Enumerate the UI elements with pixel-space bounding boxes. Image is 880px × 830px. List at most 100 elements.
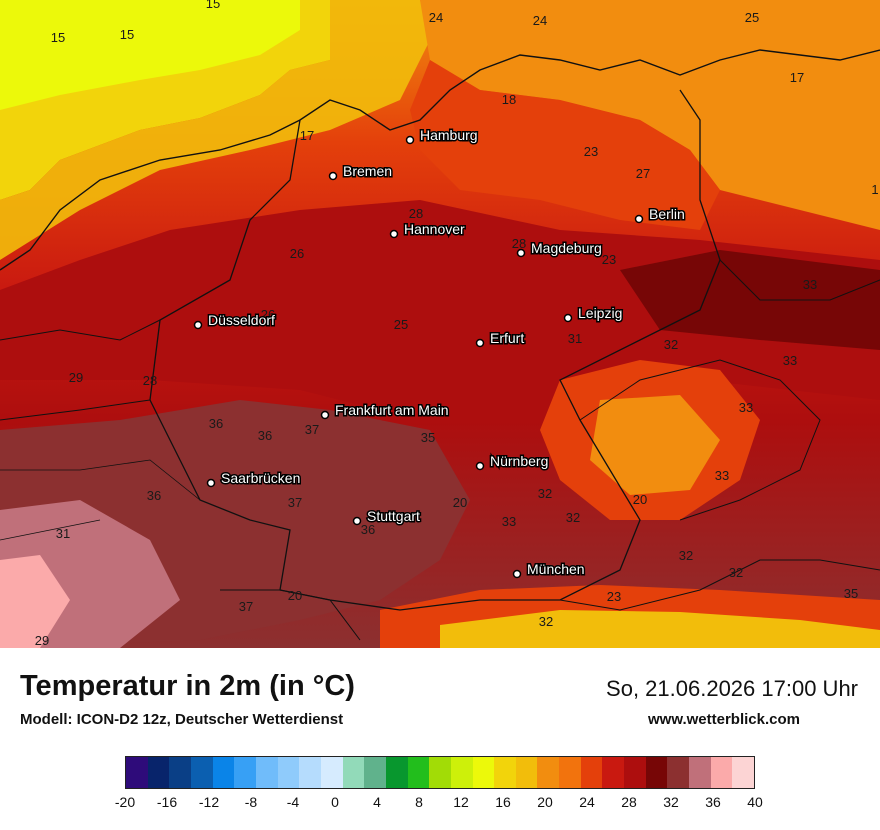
city-label: Frankfurt am Main: [335, 402, 449, 418]
color-scale-segment: [559, 757, 581, 788]
color-scale-tick-label: 32: [663, 794, 679, 810]
city-dot: [475, 338, 485, 348]
color-scale-segment: [429, 757, 451, 788]
border-austria: [559, 559, 880, 611]
isotherm-label: 17: [300, 128, 314, 143]
coastline-north-sea: [0, 49, 880, 271]
temperature-zone-east-hot: [620, 250, 880, 350]
color-scale-segment: [169, 757, 191, 788]
isotherm-label: 28: [512, 236, 526, 251]
color-scale-tick-label: 8: [415, 794, 423, 810]
isotherm-label: 33: [783, 353, 797, 368]
isotherm-label: 26: [261, 307, 275, 322]
city-label: Hannover: [404, 221, 465, 237]
isotherm-label: 31: [56, 526, 70, 541]
city-dot: [193, 320, 203, 330]
isotherm-label: 18: [502, 92, 516, 107]
color-scale-tick-label: -8: [244, 794, 258, 810]
temperature-zone-alps-peaks: [440, 610, 880, 648]
color-scale-tick-label: 0: [331, 794, 339, 810]
color-scale-segment: [472, 757, 495, 788]
color-scale-segment: [624, 757, 646, 788]
isotherm-labels: 15 15 15 24 24 25 17 18 23 17 27 28 28 26 23 26 25 33 31 32…: [35, 0, 879, 648]
city-label: Hamburg: [420, 127, 478, 143]
city-dot: [475, 461, 485, 471]
city-dot: [206, 478, 216, 488]
isotherm-label: 36: [258, 428, 272, 443]
website-link[interactable]: www.wetterblick.com: [648, 711, 800, 728]
isotherm-label: 36: [147, 488, 161, 503]
city-label: Erfurt: [490, 330, 524, 346]
city-markers: Hamburg Bremen Hannover Berlin Magdeburg Düss…: [193, 126, 686, 579]
color-scale-segment: [537, 757, 560, 788]
city-label: Nürnberg: [490, 453, 548, 469]
border-benelux: [0, 319, 161, 421]
border-czech: [579, 359, 821, 521]
map-title: Temperatur in 2m (in °C): [20, 670, 355, 702]
isotherm-label: 32: [679, 548, 693, 563]
color-scale-segment: [212, 757, 235, 788]
color-scale-segment: [342, 757, 365, 788]
color-scale-segment: [299, 757, 321, 788]
isotherm-label: 32: [538, 486, 552, 501]
isotherm-label: 26: [290, 246, 304, 261]
city-label: Berlin: [649, 206, 685, 222]
isotherm-label: 23: [602, 252, 616, 267]
color-scale-ticks: -20 -16 -12 -8 -4 0 4 8 12 16 20 24 28 32 36 40: [0, 794, 880, 816]
isotherm-label: 29: [69, 370, 83, 385]
isotherm-label: 32: [566, 510, 580, 525]
isotherm-label: 36: [209, 416, 223, 431]
isotherm-label: 27: [636, 166, 650, 181]
isotherm-label: 24: [533, 13, 547, 28]
color-scale-tick-label: 36: [705, 794, 721, 810]
city-dot: [320, 410, 330, 420]
color-scale-tick-label: -20: [114, 794, 136, 810]
isotherm-label: 23: [584, 144, 598, 159]
color-scale-segment: [255, 757, 278, 788]
city-label: Saarbrücken: [221, 470, 300, 486]
isotherm-label: 37: [288, 495, 302, 510]
color-scale-segment: [710, 757, 733, 788]
color-scale-tick-label: 40: [747, 794, 763, 810]
color-scale-segment: [732, 757, 755, 788]
border-france: [0, 459, 201, 541]
isotherm-label: 20: [288, 588, 302, 603]
color-scale-segment: [364, 757, 386, 788]
city-label: Stuttgart: [367, 508, 420, 524]
isotherm-label: 37: [239, 599, 253, 614]
city-dot: [352, 516, 362, 526]
map-footer: Temperatur in 2m (in °C) Modell: ICON-D2…: [0, 648, 880, 830]
isotherm-label: 15: [120, 27, 134, 42]
color-scale-segment: [515, 757, 538, 788]
city-label: Bremen: [343, 163, 392, 179]
city-dot: [563, 313, 573, 323]
isotherm-label: 33: [715, 468, 729, 483]
isotherm-label: 25: [745, 10, 759, 25]
isotherm-label: 35: [421, 430, 435, 445]
color-scale-segment: [450, 757, 473, 788]
color-scale-segment: [190, 757, 213, 788]
color-scale-segment: [126, 757, 148, 788]
city-label: Leipzig: [578, 305, 622, 321]
color-scale-segment: [689, 757, 711, 788]
color-scale-segment: [667, 757, 690, 788]
isotherm-label: 29: [35, 633, 49, 648]
color-scale-segment: [234, 757, 256, 788]
color-scale-segment: [277, 757, 300, 788]
isotherm-label: 33: [803, 277, 817, 292]
border-switzerland: [220, 589, 361, 641]
city-dot: [328, 171, 338, 181]
color-scale-tick-label: -16: [156, 794, 178, 810]
isotherm-label: 31: [568, 331, 582, 346]
forecast-datetime: So, 21.06.2026 17:00 Uhr: [606, 676, 858, 701]
color-scale-segment: [602, 757, 625, 788]
color-scale-tick-label: 20: [537, 794, 553, 810]
isotherm-label: 33: [739, 400, 753, 415]
isotherm-label: 33: [502, 514, 516, 529]
color-scale-segment: [320, 757, 343, 788]
color-scale-tick-label: -4: [286, 794, 300, 810]
city-dot: [512, 569, 522, 579]
isotherm-label: 32: [539, 614, 553, 629]
isotherm-label: 32: [729, 565, 743, 580]
isotherm-label: 28: [143, 373, 157, 388]
